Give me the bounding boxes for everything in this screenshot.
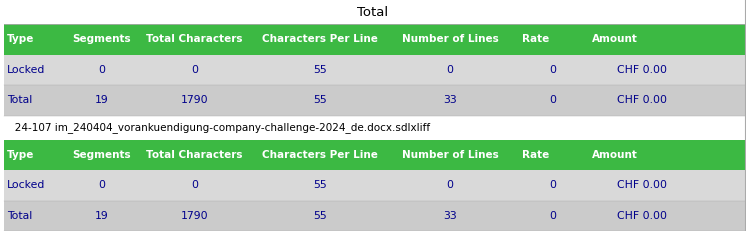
Text: 0: 0 (549, 65, 557, 75)
Text: Characters Per Line: Characters Per Line (263, 150, 378, 160)
Text: Characters Per Line: Characters Per Line (263, 34, 378, 44)
Text: Type: Type (7, 150, 34, 160)
Bar (4, 0, 745, 24)
Text: CHF 0.00: CHF 0.00 (618, 95, 668, 105)
Text: 33: 33 (443, 211, 457, 221)
Text: Rate: Rate (521, 150, 549, 160)
Text: 19: 19 (95, 211, 109, 221)
Text: 55: 55 (313, 211, 327, 221)
Bar (4, 24, 745, 55)
Text: 55: 55 (313, 65, 327, 75)
Text: 0: 0 (191, 180, 198, 190)
Text: Total Characters: Total Characters (146, 34, 242, 44)
Text: 0: 0 (549, 180, 557, 190)
Bar (4, 116, 745, 140)
Text: 55: 55 (313, 180, 327, 190)
Text: 0: 0 (549, 211, 557, 221)
Text: 0: 0 (447, 65, 454, 75)
Text: Rate: Rate (521, 34, 549, 44)
Text: Number of Lines: Number of Lines (401, 150, 498, 160)
Text: Total Characters: Total Characters (146, 150, 242, 160)
Text: 0: 0 (447, 180, 454, 190)
Bar (4, 140, 745, 170)
Text: 19: 19 (95, 95, 109, 105)
Text: 1790: 1790 (181, 95, 208, 105)
Text: CHF 0.00: CHF 0.00 (618, 180, 668, 190)
Bar (4, 55, 745, 85)
Bar (4, 170, 745, 201)
Text: 55: 55 (313, 95, 327, 105)
Text: Type: Type (7, 34, 34, 44)
Bar (4, 201, 745, 231)
Text: Total: Total (7, 211, 32, 221)
Text: 33: 33 (443, 95, 457, 105)
Text: Total: Total (7, 95, 32, 105)
Text: Locked: Locked (7, 180, 45, 190)
Text: 0: 0 (191, 65, 198, 75)
Text: Total: Total (357, 6, 389, 18)
Bar (4, 85, 745, 116)
Text: Amount: Amount (592, 34, 638, 44)
Text: 0: 0 (549, 95, 557, 105)
Text: Amount: Amount (592, 150, 638, 160)
Text: 0: 0 (98, 65, 105, 75)
Text: CHF 0.00: CHF 0.00 (618, 65, 668, 75)
Text: CHF 0.00: CHF 0.00 (618, 211, 668, 221)
Text: Locked: Locked (7, 65, 45, 75)
Text: 24-107 im_240404_vorankuendigung-company-challenge-2024_de.docx.sdlxliff: 24-107 im_240404_vorankuendigung-company… (5, 122, 430, 133)
Text: 1790: 1790 (181, 211, 208, 221)
Text: Number of Lines: Number of Lines (401, 34, 498, 44)
Text: Segments: Segments (72, 150, 131, 160)
Text: 0: 0 (98, 180, 105, 190)
Text: Segments: Segments (72, 34, 131, 44)
